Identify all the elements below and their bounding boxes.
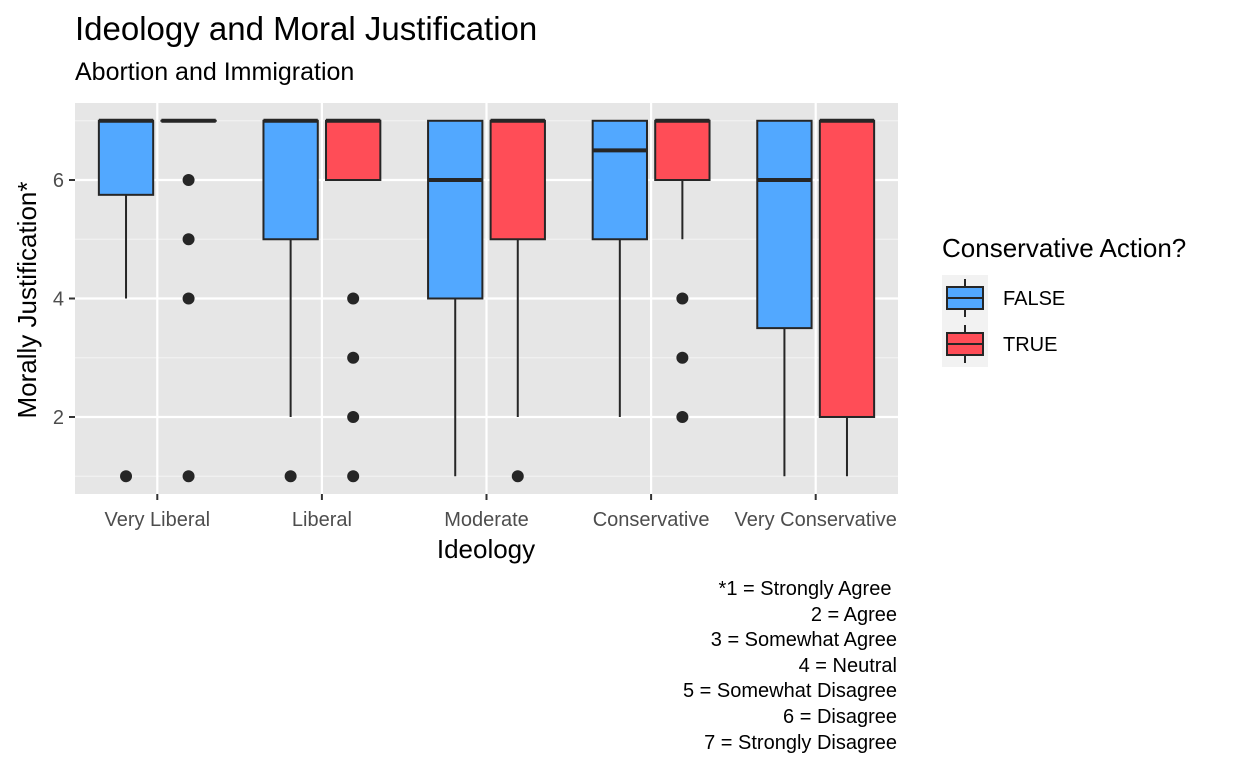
chart-subtitle: Abortion and Immigration (75, 58, 355, 86)
iqr-box (818, 119, 876, 418)
outlier-point (347, 470, 360, 483)
iqr-box (654, 119, 711, 182)
caption-line: 4 = Neutral (798, 654, 897, 677)
iqr-box (262, 119, 319, 241)
outlier-point (676, 410, 689, 423)
iqr-box (756, 119, 813, 330)
iqr-box (489, 119, 546, 241)
iqr-box (325, 119, 382, 182)
legend-item-false: FALSE (942, 275, 1065, 321)
caption-line: 6 = Disagree (783, 705, 897, 728)
box-false-0 (97, 118, 155, 483)
outlier-point (347, 351, 360, 364)
x-tick-label: Very Conservative (735, 509, 897, 531)
x-tick-label: Conservative (593, 509, 710, 531)
x-tick-label: Moderate (444, 509, 529, 531)
box-true-4 (818, 118, 876, 477)
caption-line: 2 = Agree (810, 603, 897, 626)
iqr-box (97, 119, 155, 196)
box-layer (97, 118, 876, 483)
caption-line: 5 = Somewhat Disagree (682, 680, 897, 703)
box-false-3 (591, 119, 648, 417)
caption-line: 7 = Strongly Disagree (704, 731, 897, 754)
y-tick-label: 2 (53, 407, 64, 429)
y-tick-label: 4 (53, 289, 64, 311)
x-axis-title: Ideology (437, 534, 535, 564)
x-tick-label: Very Liberal (104, 509, 210, 531)
outlier-point (676, 292, 689, 305)
caption-line: 3 = Somewhat Agree (710, 629, 897, 652)
box-false-2 (427, 119, 484, 477)
chart-caption: *1 = Strongly Agree 2 = Agree 3 = Somewha… (683, 577, 897, 756)
box-false-1 (262, 118, 319, 483)
caption-line: *1 = Strongly Agree (718, 578, 897, 600)
iqr-box (591, 119, 648, 241)
outlier-point (676, 351, 689, 364)
legend-item-true: TRUE (942, 321, 1057, 367)
chart-title: Ideology and Moral Justification (75, 10, 538, 47)
outlier-point (120, 470, 133, 483)
y-tick-label: 6 (53, 170, 64, 192)
legend-title: Conservative Action? (942, 233, 1186, 263)
box-false-4 (756, 119, 813, 477)
outlier-point (182, 292, 195, 305)
box-true-2 (489, 118, 546, 483)
legend: Conservative Action? FALSE TRUE (942, 233, 1186, 367)
outlier-point (284, 470, 297, 483)
outlier-point (182, 233, 195, 246)
outlier-point (347, 292, 360, 305)
box-true-3 (654, 118, 711, 423)
outlier-point (511, 470, 524, 483)
iqr-box (427, 119, 484, 300)
x-tick-label: Liberal (292, 509, 352, 531)
legend-label: FALSE (1003, 288, 1065, 310)
outlier-point (347, 410, 360, 423)
y-axis-title: Morally Justification* (12, 182, 42, 419)
outlier-point (182, 470, 195, 483)
box-true-0 (160, 118, 217, 483)
outlier-point (182, 174, 195, 187)
legend-label: TRUE (1003, 334, 1057, 356)
axis-layer: 2 4 6 Very Liberal Liberal Moderate Conservati… (53, 170, 897, 531)
box-true-1 (325, 118, 382, 483)
